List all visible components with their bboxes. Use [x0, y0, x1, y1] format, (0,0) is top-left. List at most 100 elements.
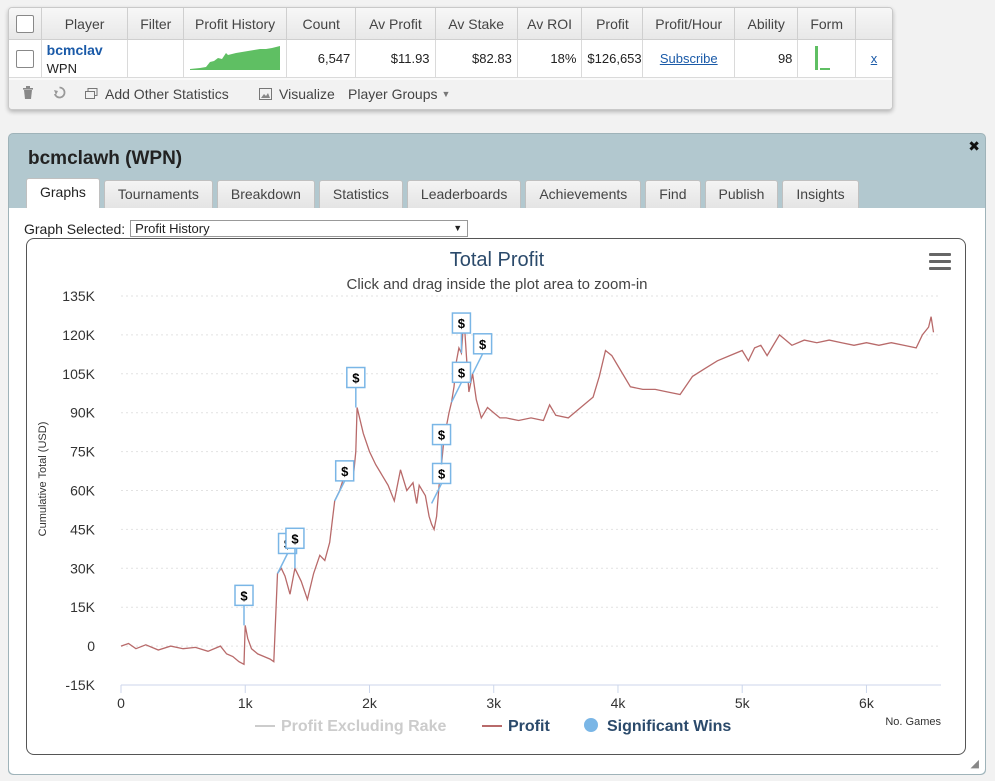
significant-win-box	[431, 423, 452, 446]
profit-value: $126,653	[581, 39, 644, 78]
remove-cell: x	[855, 39, 892, 78]
player-groups-dropdown[interactable]: Player Groups ▼	[348, 86, 450, 102]
av-stake-value: $82.83	[435, 39, 518, 78]
legend-profit[interactable]: Profit	[508, 718, 550, 735]
chart-legend: Profit Excluding Rake Profit Significant…	[255, 718, 731, 735]
significant-win-flag: $	[451, 361, 472, 384]
column-ability[interactable]: Ability	[734, 8, 799, 40]
tab-graphs[interactable]: Graphs	[26, 178, 100, 208]
significant-win-connector	[334, 480, 346, 502]
x-tick-label: 4k	[611, 695, 627, 711]
significant-win-label: $	[479, 337, 487, 352]
column-player[interactable]: Player	[41, 8, 129, 40]
add-other-statistics-button[interactable]: Add Other Statistics	[85, 86, 229, 102]
significant-win-box	[472, 333, 493, 355]
row-checkbox[interactable]	[9, 39, 42, 78]
y-tick-label: 45K	[70, 521, 96, 537]
chart-svg: Total Profit Click and drag inside the p…	[37, 249, 941, 735]
column-count[interactable]: Count	[286, 8, 357, 40]
tab-achievements[interactable]: Achievements	[525, 180, 642, 208]
chart-grid	[121, 295, 941, 686]
y-tick-label: 90K	[70, 405, 96, 421]
close-icon[interactable]: ✖	[968, 138, 980, 154]
y-tick-label: 30K	[70, 560, 96, 576]
sparkline-chart	[190, 46, 281, 70]
y-tick-label: 15K	[70, 599, 96, 615]
significant-win-connector	[450, 381, 463, 403]
column-remove	[855, 8, 892, 40]
tab-leaderboards[interactable]: Leaderboards	[406, 180, 522, 208]
column-profit[interactable]: Profit	[581, 8, 644, 40]
legend-dot-significant-wins	[584, 718, 598, 732]
column-filter[interactable]: Filter	[127, 8, 185, 40]
av-roi-value: 18%	[517, 39, 583, 78]
ability-value: 98	[734, 39, 799, 78]
x-tick-label: 5k	[735, 695, 751, 711]
add-other-statistics-label: Add Other Statistics	[105, 86, 229, 102]
significant-win-label: $	[240, 588, 248, 603]
significant-win-connector	[430, 483, 443, 504]
y-tick-label: -15K	[65, 677, 95, 693]
form-sparkline[interactable]	[797, 39, 856, 78]
significant-win-flag: $	[451, 312, 472, 334]
graphs-panel: Graph Selected: Profit History ▼ Total P…	[9, 208, 985, 774]
chevron-down-icon: ▼	[441, 89, 451, 99]
significant-win-label: $	[352, 371, 360, 386]
significant-win-flag: $	[234, 584, 254, 607]
significant-win-box	[234, 584, 254, 607]
column-av-stake[interactable]: Av Stake	[435, 8, 518, 40]
select-all-checkbox[interactable]	[9, 8, 42, 40]
tab-breakdown[interactable]: Breakdown	[216, 180, 315, 208]
significant-win-label: $	[458, 316, 466, 331]
visualize-button[interactable]: Visualize	[259, 86, 335, 102]
player-name-link[interactable]: bcmclav	[46, 41, 103, 58]
x-axis-label: No. Games	[885, 716, 941, 728]
stats-panel: Player Filter Profit History Count Av Pr…	[8, 7, 893, 110]
av-profit-value: $11.93	[355, 39, 436, 78]
profit-chart[interactable]: Total Profit Click and drag inside the p…	[26, 238, 966, 755]
column-av-roi[interactable]: Av ROI	[517, 8, 583, 40]
y-tick-label: 60K	[70, 483, 96, 499]
graph-selected-label: Graph Selected:	[24, 220, 126, 237]
profit-history-sparkline[interactable]	[183, 39, 288, 78]
column-form[interactable]: Form	[797, 8, 856, 40]
significant-win-flag: $	[285, 527, 305, 550]
significant-win-box	[334, 460, 355, 482]
column-profit-hour[interactable]: Profit/Hour	[642, 8, 736, 40]
y-tick-label: 135K	[62, 288, 95, 304]
tab-publish[interactable]: Publish	[704, 180, 779, 208]
tab-insights[interactable]: Insights	[782, 180, 859, 208]
significant-win-label: $	[438, 466, 446, 481]
legend-profit-ex-rake[interactable]: Profit Excluding Rake	[281, 718, 446, 735]
significant-win-label: $	[291, 531, 299, 546]
resize-grip-icon[interactable]: ◢	[970, 758, 979, 770]
graph-select-dropdown[interactable]: Profit History ▼	[130, 220, 469, 237]
player-window: bcmclawh (WPN) ✖ Graphs Tournaments Brea…	[8, 133, 986, 775]
y-axis-label: Cumulative Total (USD)	[37, 422, 49, 537]
x-tick-labels: 0 1k 2k 3k 4k 5k 6k	[117, 685, 875, 711]
y-tick-label: 120K	[62, 327, 95, 343]
player-network: WPN	[46, 60, 77, 76]
stats-table: Player Filter Profit History Count Av Pr…	[9, 8, 892, 78]
chart-title: Total Profit	[450, 249, 545, 271]
tab-statistics[interactable]: Statistics	[318, 180, 403, 208]
image-icon	[259, 88, 272, 100]
x-tick-label: 3k	[486, 695, 502, 711]
x-tick-label: 0	[117, 695, 125, 711]
column-av-profit[interactable]: Av Profit	[355, 8, 436, 40]
form-bar-chart	[815, 46, 831, 70]
trash-icon[interactable]	[22, 86, 34, 99]
chart-menu-icon[interactable]	[929, 253, 951, 274]
tab-tournaments[interactable]: Tournaments	[103, 180, 213, 208]
remove-player-link[interactable]: x	[870, 51, 878, 66]
stats-header-row: Player Filter Profit History Count Av Pr…	[9, 8, 892, 40]
refresh-icon[interactable]	[53, 86, 66, 99]
x-tick-label: 6k	[859, 695, 875, 711]
y-tick-label: 0	[87, 638, 95, 654]
subscribe-link[interactable]: Subscribe	[659, 51, 718, 66]
significant-win-connector	[471, 353, 484, 375]
column-profit-history[interactable]: Profit History	[183, 8, 288, 40]
tab-find[interactable]: Find	[645, 180, 701, 208]
significant-win-flag: $	[431, 462, 452, 485]
legend-significant-wins[interactable]: Significant Wins	[607, 718, 731, 735]
